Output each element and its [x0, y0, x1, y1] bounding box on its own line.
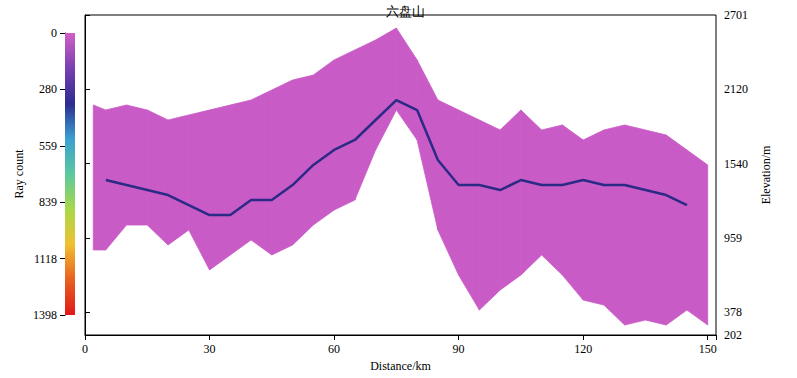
svg-text:1118: 1118: [34, 252, 57, 266]
svg-text:1398: 1398: [33, 308, 57, 322]
svg-text:60: 60: [328, 342, 340, 356]
svg-text:0: 0: [82, 342, 88, 356]
svg-text:839: 839: [39, 195, 57, 209]
svg-text:Ray count: Ray count: [12, 149, 26, 199]
svg-text:90: 90: [453, 342, 465, 356]
svg-text:0: 0: [51, 26, 57, 40]
svg-text:959: 959: [724, 231, 742, 245]
svg-text:Elevation/m: Elevation/m: [759, 145, 773, 204]
svg-text:Distance/km: Distance/km: [370, 359, 431, 373]
svg-text:202: 202: [724, 328, 742, 342]
svg-text:2701: 2701: [724, 8, 748, 22]
svg-text:2120: 2120: [724, 82, 748, 96]
svg-text:150: 150: [699, 342, 717, 356]
svg-text:378: 378: [724, 305, 742, 319]
svg-text:30: 30: [204, 342, 216, 356]
svg-text:1540: 1540: [724, 157, 748, 171]
svg-text:280: 280: [39, 82, 57, 96]
svg-text:六盘山: 六盘山: [386, 4, 425, 19]
svg-text:559: 559: [39, 139, 57, 153]
svg-text:120: 120: [574, 342, 592, 356]
